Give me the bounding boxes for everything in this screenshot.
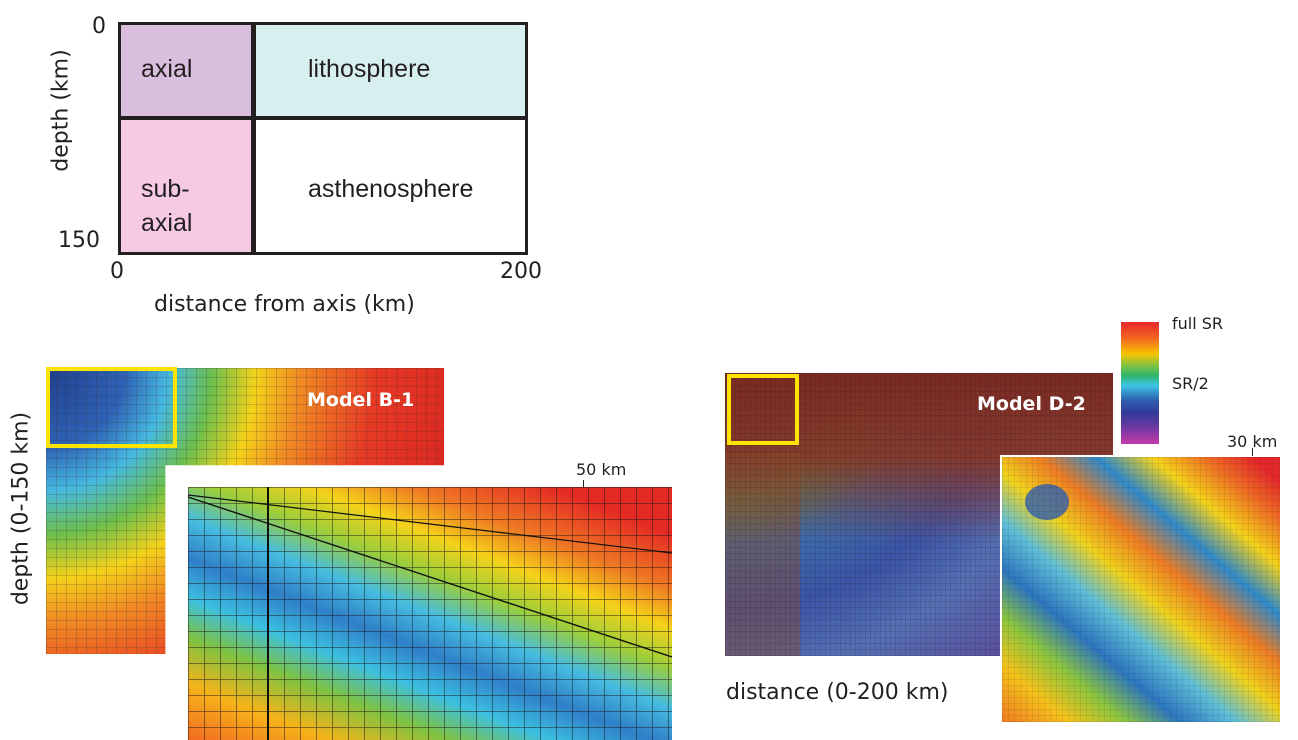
lithosphere-label: lithosphere <box>308 55 431 83</box>
axial-label: axial <box>141 55 193 83</box>
model-b-title: Model B-1 <box>307 389 415 411</box>
schematic-frame: axial lithosphere sub- axial asthenosphe… <box>118 22 528 255</box>
model-b-inset-panel <box>188 487 672 740</box>
color-scale-mid-label: SR/2 <box>1172 374 1209 393</box>
asthenosphere-label: asthenosphere <box>308 175 474 203</box>
lithosphere-boundary-line <box>121 116 525 120</box>
subaxial-region <box>121 120 251 252</box>
axial-region <box>121 25 251 116</box>
schematic-y-label: depth (km) <box>48 49 74 172</box>
model-d-inset-field <box>1002 457 1280 722</box>
model-d-distance-label: distance (0-200 km) <box>726 680 949 705</box>
y-tick-bottom: 150 <box>58 228 100 253</box>
model-d-zoom-box <box>727 374 799 445</box>
color-scale-bar <box>1121 322 1159 444</box>
y-tick-top: 0 <box>92 14 106 39</box>
x-tick-left: 0 <box>110 259 124 284</box>
subaxial-label-line1: sub- <box>141 175 190 203</box>
asthenosphere-region <box>256 120 525 252</box>
model-b-inset-field <box>188 487 672 740</box>
axial-boundary-line <box>251 25 256 252</box>
model-d-inset-scale-label: 30 km <box>1227 432 1278 451</box>
schematic-x-label: distance from axis (km) <box>154 292 415 317</box>
model-b-zoom-box <box>46 367 177 448</box>
model-b-depth-label: depth (0-150 km) <box>8 411 34 606</box>
lithosphere-region <box>256 25 525 116</box>
model-d-inset-tick <box>1252 448 1253 456</box>
model-d-title: Model D-2 <box>977 393 1086 415</box>
subaxial-label-line2: axial <box>141 209 193 237</box>
x-tick-right: 200 <box>500 259 542 284</box>
model-b-inset-tick <box>583 480 584 488</box>
model-b-inset-scale-label: 50 km <box>576 460 627 479</box>
model-d-inset-panel <box>1000 455 1280 722</box>
color-scale-top-label: full SR <box>1172 314 1224 333</box>
